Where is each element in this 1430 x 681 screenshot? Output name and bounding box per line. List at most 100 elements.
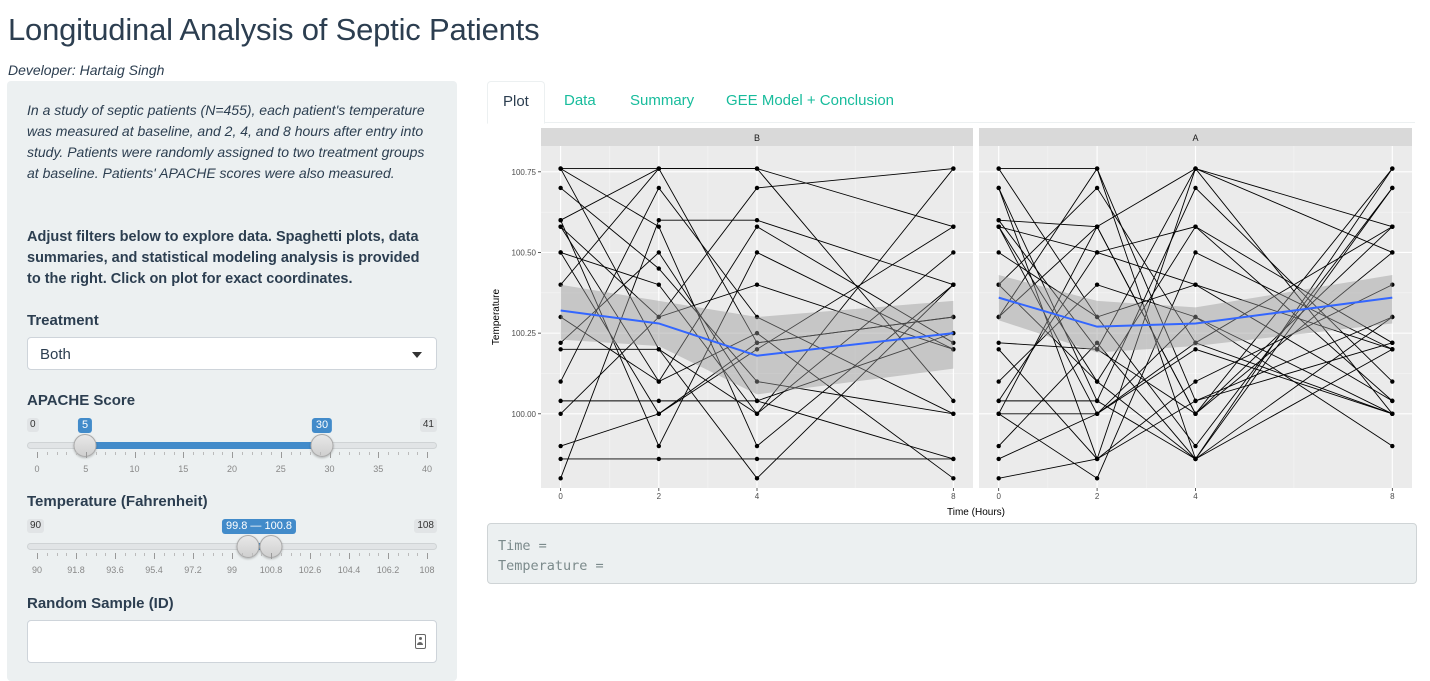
- patient-point: [1193, 166, 1198, 171]
- slider-grid-tick: [310, 553, 311, 559]
- slider-grid-minor-tick: [46, 553, 48, 556]
- slider-grid-minor-tick: [407, 553, 409, 556]
- patient-point: [951, 347, 956, 352]
- slider-grid-tick: [76, 553, 77, 559]
- contact-card-icon[interactable]: [415, 634, 426, 649]
- slider-grid-minor-tick: [310, 452, 311, 455]
- patient-point: [951, 224, 956, 229]
- slider-grid-minor-tick: [124, 553, 126, 556]
- apache-range-slider[interactable]: 0 41 5 30 0 5 10 15 20 25 30 35 40: [27, 418, 437, 478]
- slider-grid-minor-tick: [271, 452, 272, 455]
- slider-grid-label: 35: [373, 464, 384, 474]
- x-tick-label: 4: [755, 492, 760, 501]
- patient-point: [951, 166, 956, 171]
- patient-point: [996, 185, 1001, 191]
- slider-grid-minor-tick: [66, 553, 68, 556]
- developer-credit: Developer: Hartaig Singh: [8, 62, 165, 78]
- patient-point: [996, 411, 1001, 416]
- spaghetti-plot[interactable]: B 0 2 4 8 A 0 2 4 8 100.00 100.25 100.50 100.75 Time (…: [487, 126, 1417, 521]
- slider-grid-minor-tick: [241, 452, 243, 455]
- patient-point: [1094, 185, 1100, 191]
- treatment-select-value: Both: [40, 346, 71, 363]
- patient-point: [1390, 224, 1395, 229]
- patient-point: [656, 250, 662, 255]
- slider-grid-tick: [280, 452, 282, 458]
- slider-grid-label: 25: [275, 464, 286, 474]
- patient-point: [996, 476, 1001, 481]
- slider-grid-label: 99: [226, 565, 238, 575]
- facet-strip: [979, 128, 1412, 146]
- slider-grid-minor-tick: [183, 553, 185, 556]
- patient-line: [560, 226, 954, 350]
- slider-grid-minor-tick: [319, 452, 321, 455]
- tab-data[interactable]: Data: [564, 92, 596, 109]
- slider-grid-tick: [271, 553, 272, 559]
- patient-line: [560, 332, 954, 402]
- patient-point: [1193, 379, 1198, 384]
- patient-point: [1193, 282, 1198, 287]
- patient-point: [558, 282, 563, 287]
- patient-point: [558, 379, 563, 384]
- random-sample-label: Random Sample (ID): [27, 595, 174, 612]
- slider-grid-minor-tick: [85, 553, 87, 556]
- slider-grid-minor-tick: [212, 452, 214, 455]
- slider-grid-label: 104.4: [337, 565, 361, 575]
- patient-line: [998, 187, 1393, 460]
- patient-point: [656, 185, 662, 191]
- temperature-range-slider[interactable]: 90 108 99.8 — 100.8 90 91.8 93.6 95.4 97.2 99…: [27, 519, 437, 579]
- slider-grid-tick: [183, 452, 185, 458]
- slider-track[interactable]: [27, 543, 437, 550]
- patient-point: [1193, 224, 1198, 229]
- slider-grid-minor-tick: [134, 553, 136, 556]
- slider-grid-minor-tick: [222, 452, 224, 455]
- slider-grid-minor-tick: [417, 452, 419, 455]
- slider-grid-label: 0: [34, 464, 40, 474]
- tab-summary[interactable]: Summary: [630, 92, 695, 109]
- slider-grid-minor-tick: [56, 452, 58, 455]
- patient-line: [560, 251, 954, 460]
- patient-point: [1390, 282, 1395, 287]
- slider-from-handle[interactable]: [236, 535, 260, 558]
- slider-grid-label: 30: [324, 464, 335, 474]
- tab-gee-model[interactable]: GEE Model + Conclusion: [726, 92, 895, 109]
- x-tick-label: 2: [657, 492, 662, 501]
- patient-point: [558, 456, 563, 462]
- slider-grid-label: 102.6: [298, 565, 322, 575]
- patient-line: [560, 219, 954, 479]
- slider-grid-minor-tick: [66, 452, 68, 455]
- slider-grid-label: 5: [83, 464, 89, 474]
- x-tick-label: 0: [558, 492, 563, 501]
- patient-line: [998, 168, 1393, 402]
- patient-point: [558, 314, 563, 320]
- slider-grid-minor-tick: [407, 452, 409, 455]
- random-sample-input[interactable]: [27, 620, 437, 663]
- x-tick-label: 2: [1095, 492, 1100, 501]
- treatment-select[interactable]: Both: [27, 337, 437, 370]
- patient-point: [1390, 411, 1395, 416]
- slider-grid-label: 15: [178, 464, 189, 474]
- x-tick-label: 8: [1390, 492, 1395, 501]
- treatment-label: Treatment: [27, 312, 99, 329]
- slider-grid-tick: [232, 452, 233, 458]
- slider-grid-label: 97.2: [184, 565, 202, 575]
- patient-point: [754, 250, 760, 255]
- slider-to-handle[interactable]: [310, 434, 334, 457]
- slider-grid-label: 95.4: [145, 565, 163, 575]
- slider-grid-label: 91.8: [67, 565, 85, 575]
- slider-grid-tick: [329, 452, 331, 458]
- slider-grid-label: 90: [31, 565, 43, 575]
- patient-point: [558, 166, 563, 171]
- smooth-mean-line: [560, 309, 954, 357]
- slider-grid-minor-tick: [144, 452, 146, 455]
- instructions-text: Adjust filters below to explore data. Sp…: [27, 229, 420, 287]
- slider-grid-tick: [37, 553, 38, 559]
- tab-plot[interactable]: Plot: [487, 81, 545, 124]
- slider-grid-minor-tick: [397, 553, 399, 556]
- patient-point: [754, 218, 760, 223]
- patient-point: [1390, 250, 1395, 255]
- slider-min-label: 90: [27, 519, 45, 533]
- slider-from-handle[interactable]: [73, 434, 97, 457]
- patient-line: [998, 168, 1393, 460]
- slider-grid-minor-tick: [388, 452, 389, 455]
- confidence-band: [998, 275, 1393, 353]
